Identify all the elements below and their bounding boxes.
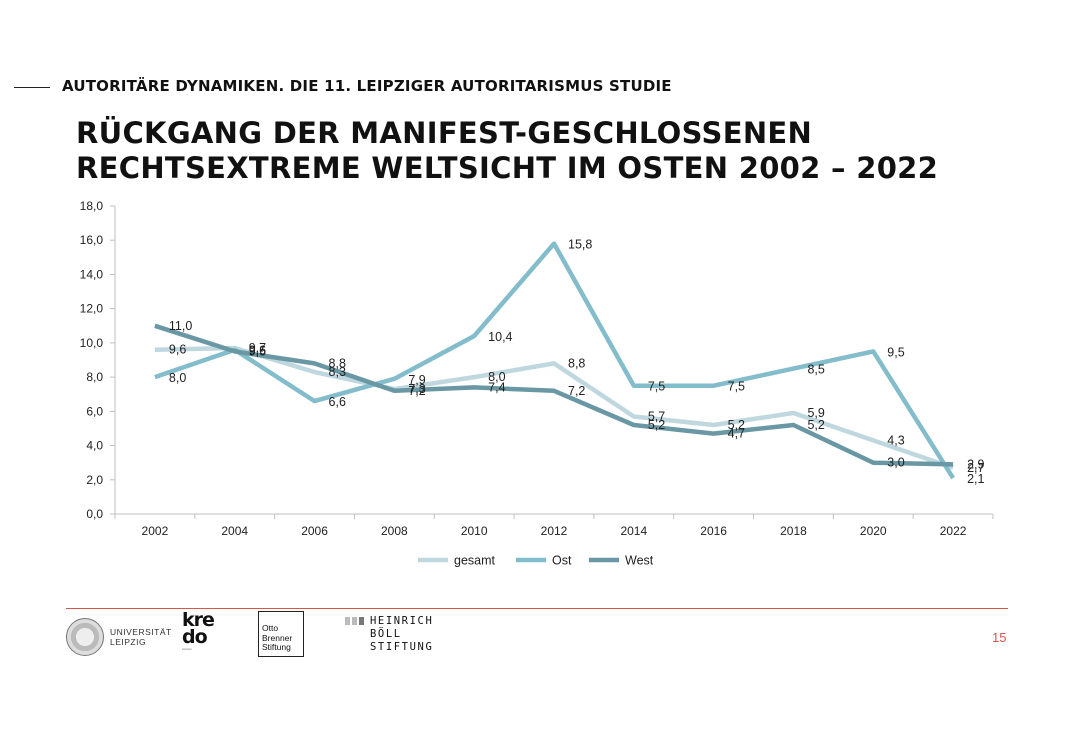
data-label-gesamt: 5,9 (807, 406, 824, 420)
line-chart: 0,0 2,0 4,0 6,0 8,0 10,0 12,0 14,0 16,0 18,0 2002 2… (80, 199, 994, 568)
x-tick-label: 2012 (541, 524, 568, 538)
x-tick-label: 2002 (142, 524, 169, 538)
data-label-ost: 9,5 (887, 345, 904, 359)
page-title: RÜCKGANG DER MANIFEST-GESCHLOSSENEN RECH… (76, 116, 938, 186)
y-tick-label: 10,0 (80, 336, 104, 350)
x-tick-label: 2004 (221, 524, 248, 538)
obs-line-2: Brenner (262, 632, 293, 643)
data-label-ost: 9,6 (249, 344, 266, 358)
data-label-west: 7,2 (568, 384, 585, 398)
data-label-west: 7,2 (408, 384, 425, 398)
obs-line-1: Otto (262, 623, 279, 633)
legend-label-west: West (625, 554, 654, 568)
data-label-west: 3,0 (887, 456, 904, 470)
y-tick-label: 6,0 (86, 404, 103, 418)
legend-label-gesamt: gesamt (454, 554, 496, 568)
university-seal-icon (66, 618, 104, 656)
series-line-west (154, 323, 954, 467)
x-tick-label: 2006 (301, 524, 328, 538)
data-label-ost: 8,0 (169, 371, 186, 385)
data-label-west: 7,4 (488, 380, 505, 394)
heinrich-boell-stiftung-logo: HEINRICH BÖLL STIFTUNG (345, 615, 433, 654)
x-tick-label: 2010 (461, 524, 488, 538)
kredo-fineprint: ▪▪▪▪▪▪▪▪▪ (182, 647, 192, 651)
obs-line-3: Stiftung (262, 642, 291, 652)
university-leipzig-logo: UNIVERSITÄT LEIPZIG (66, 618, 172, 656)
data-label-west: 11,0 (169, 319, 192, 333)
series-title: AUTORITÄRE DYNAMIKEN. DIE 11. LEIPZIGER … (62, 77, 672, 95)
otto-brenner-stiftung-logo: Otto Brenner Stiftung (258, 611, 304, 657)
x-tick-label: 2018 (780, 524, 807, 538)
series-line-ost (154, 241, 956, 480)
y-tick-label: 14,0 (80, 267, 104, 281)
data-label-ost: 7,9 (408, 373, 425, 387)
title-line-2: RECHTSEXTREME WELTSICHT IM OSTEN 2002 – … (76, 151, 939, 185)
data-label-gesamt: 8,0 (488, 370, 505, 384)
data-label-gesamt: 9,7 (249, 341, 266, 355)
hbs-line-2: BÖLL (370, 628, 402, 640)
y-tick-label: 18,0 (80, 199, 104, 213)
data-label-west: 5,2 (807, 418, 824, 432)
data-label-ost: 7,5 (648, 380, 665, 394)
kredo-wordmark: kre do (182, 609, 215, 648)
data-label-ost: 7,5 (728, 380, 745, 394)
x-tick-label: 2014 (620, 524, 647, 538)
data-label-gesamt: 8,3 (329, 365, 346, 379)
data-label-west: 8,8 (329, 356, 346, 370)
kredo-logo: kre do ▪▪▪▪▪▪▪▪▪ (182, 609, 222, 658)
data-label-gesamt: 4,3 (887, 433, 904, 447)
data-label-ost: 8,5 (807, 363, 824, 377)
hbs-line-1: HEINRICH (370, 615, 434, 627)
y-tick-label: 12,0 (80, 302, 104, 316)
x-tick-label: 2008 (381, 524, 408, 538)
y-tick-label: 16,0 (80, 233, 104, 247)
data-label-west: 2,9 (967, 457, 984, 471)
y-tick-label: 8,0 (86, 370, 103, 384)
data-label-west: 9,5 (249, 344, 266, 358)
hbs-line-3: STIFTUNG (370, 641, 434, 653)
title-line-1: RÜCKGANG DER MANIFEST-GESCHLOSSENEN (76, 116, 813, 150)
legend-label-ost: Ost (552, 554, 572, 568)
x-tick-label: 2022 (940, 524, 967, 538)
data-label-west: 4,7 (728, 427, 745, 441)
data-label-ost: 15,8 (568, 238, 592, 252)
y-tick-label: 2,0 (86, 473, 103, 487)
series-line-gesamt (154, 345, 954, 470)
x-tick-label: 2016 (700, 524, 727, 538)
x-tick-label: 2020 (860, 524, 887, 538)
data-label-ost: 2,1 (967, 472, 984, 486)
data-label-gesamt: 5,7 (648, 409, 665, 423)
footer-rule (66, 608, 1008, 609)
hbs-mark-icon (345, 617, 364, 654)
data-label-west: 5,2 (648, 418, 665, 432)
university-name-line-2: LEIPZIG (110, 637, 147, 647)
header-rule (14, 87, 50, 88)
data-label-gesamt: 9,6 (169, 343, 186, 357)
y-tick-label: 4,0 (86, 439, 103, 453)
data-label-gesamt: 2,7 (967, 461, 984, 475)
data-label-ost: 6,6 (329, 395, 346, 409)
data-label-ost: 10,4 (488, 330, 512, 344)
data-label-gesamt: 7,3 (408, 382, 425, 396)
page-number: 15 (992, 630, 1007, 645)
university-name-line-1: UNIVERSITÄT (110, 627, 172, 637)
data-label-gesamt: 8,8 (568, 356, 585, 370)
data-label-gesamt: 5,2 (728, 418, 745, 432)
y-tick-label: 0,0 (86, 507, 103, 521)
